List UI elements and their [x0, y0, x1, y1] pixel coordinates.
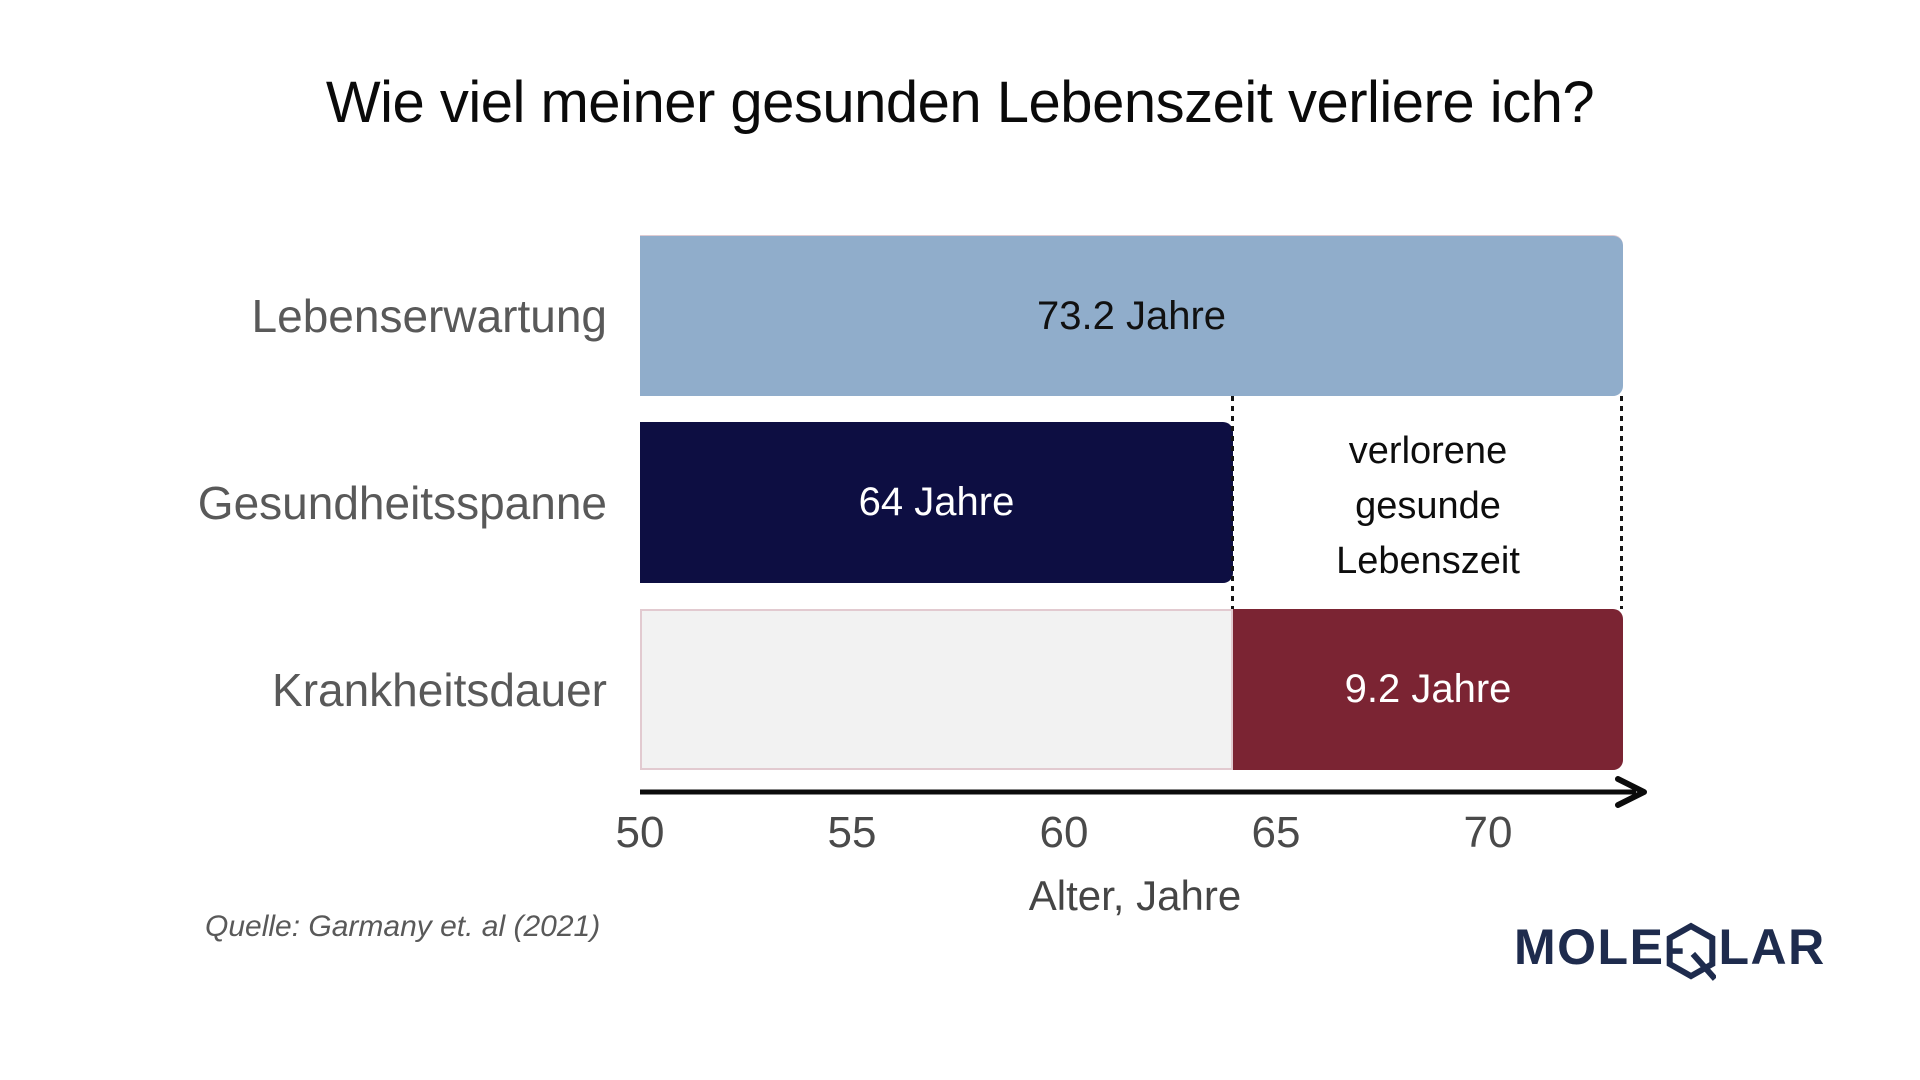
tick-60: 60: [1039, 808, 1089, 857]
tick-55: 55: [827, 808, 877, 857]
lost-healthy-lifetime-annotation: verlorene gesunde Lebenszeit: [1233, 424, 1623, 589]
dotted-guide-64: [1231, 396, 1234, 609]
annotation-line-3: Lebenszeit: [1336, 540, 1520, 582]
bar-lebenserwartung: 73.2 Jahre: [640, 235, 1623, 396]
logo-text-lar: LAR: [1718, 919, 1826, 975]
tick-70: 70: [1463, 808, 1513, 857]
row-label-krankheitsdauer: Krankheitsdauer: [272, 663, 607, 716]
hexagon-q-icon: [1667, 922, 1717, 981]
bar-krankheitsdauer: 9.2 Jahre: [1233, 609, 1623, 770]
annotation-line-1: verlorene: [1348, 430, 1508, 472]
bar-value-lebenserwartung: 73.2 Jahre: [1036, 293, 1227, 338]
bar-krankheitsdauer-track: [640, 609, 1233, 770]
bar-gesundheitsspanne: 64 Jahre: [640, 422, 1233, 583]
row-label-lebenserwartung: Lebenserwartung: [251, 289, 607, 342]
x-axis-arrow: [640, 776, 1647, 808]
moleqlar-logo: MOLE LAR: [1514, 916, 1826, 981]
bar-value-gesundheitsspanne: 64 Jahre: [858, 480, 1015, 524]
tick-50: 50: [615, 808, 665, 857]
x-axis-label: Alter, Jahre: [1028, 872, 1242, 919]
source-citation: Quelle: Garmany et. al (2021): [205, 910, 601, 943]
chart-title: Wie viel meiner gesunden Lebenszeit verl…: [325, 70, 1595, 135]
annotation-line-2: gesunde: [1355, 485, 1501, 527]
bar-value-krankheitsdauer: 9.2 Jahre: [1344, 667, 1512, 711]
row-label-gesundheitsspanne: Gesundheitsspanne: [197, 476, 607, 529]
logo-text-mole: MOLE: [1514, 919, 1665, 975]
dotted-guide-73: [1620, 396, 1623, 609]
tick-65: 65: [1251, 808, 1301, 857]
